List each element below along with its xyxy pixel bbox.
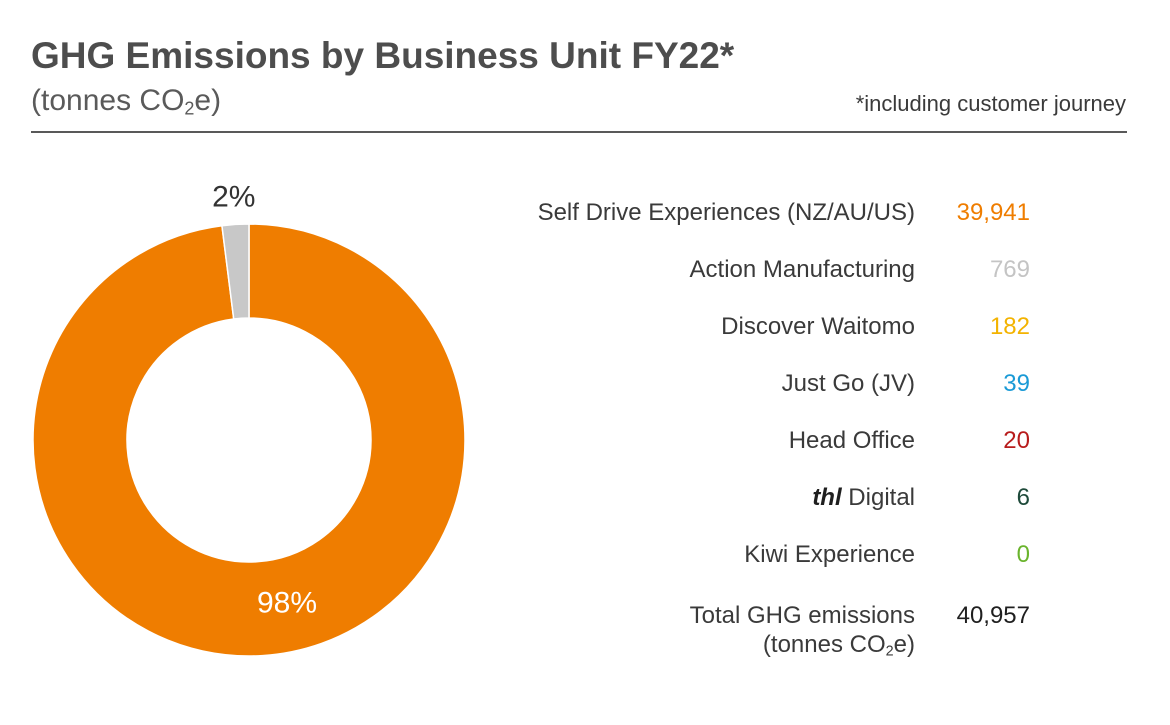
legend-name-suffix: Digital xyxy=(841,484,915,511)
legend-row-discover-waitomo: Discover Waitomo 182 xyxy=(440,307,1030,347)
donut-slice-0 xyxy=(32,223,466,657)
total-label-line1: Total GHG emissions xyxy=(689,602,915,629)
legend-row-self-drive: Self Drive Experiences (NZ/AU/US) 39,941 xyxy=(440,193,1030,233)
brand-thl: thl xyxy=(812,484,842,511)
total-label-line2: (tonnes CO2e) xyxy=(762,630,915,660)
legend-name: Kiwi Experience xyxy=(744,541,915,568)
legend-name: Discover Waitomo xyxy=(721,313,915,340)
legend-row-thl-digital: thl Digital 6 xyxy=(440,478,1030,518)
donut-slices xyxy=(32,223,466,657)
legend-value: 20 xyxy=(1003,427,1030,454)
total-label-prefix: (tonnes CO xyxy=(762,630,886,658)
header-divider xyxy=(31,131,1127,133)
legend-value: 769 xyxy=(989,256,1030,283)
legend-row-kiwi-experience: Kiwi Experience 0 xyxy=(440,535,1030,575)
legend-value: 39 xyxy=(1003,370,1030,397)
legend-row-action-manufacturing: Action Manufacturing 769 xyxy=(440,250,1030,290)
chart-title: GHG Emissions by Business Unit FY22* xyxy=(31,35,735,76)
donut-slice-label-0: 98% xyxy=(257,587,317,620)
legend-name: Action Manufacturing xyxy=(689,256,915,283)
legend-value: 39,941 xyxy=(956,199,1030,226)
legend-row-head-office: Head Office 20 xyxy=(440,421,1030,461)
donut-slice-1 xyxy=(221,223,250,320)
legend-row-just-go: Just Go (JV) 39 xyxy=(440,364,1030,404)
total-value: 40,957 xyxy=(956,602,1030,629)
total-label-suffix: e) xyxy=(893,630,915,658)
footnote: *including customer journey xyxy=(855,91,1126,116)
legend-value: 0 xyxy=(1016,541,1030,568)
donut-slice-labels: 98% 2% xyxy=(212,180,317,619)
legend-name: thl Digital xyxy=(812,484,915,512)
subtitle-suffix: e) xyxy=(194,84,222,117)
donut-chart: 98% 2% xyxy=(32,180,466,657)
legend-name: Just Go (JV) xyxy=(781,370,915,397)
legend-name: Head Office xyxy=(788,427,915,454)
legend-value: 6 xyxy=(1016,484,1030,511)
total-label: Total GHG emissions (tonnes CO2e) xyxy=(690,602,915,660)
total-label-subscript: 2 xyxy=(885,643,894,660)
subtitle-subscript: 2 xyxy=(184,98,195,119)
chart-subtitle: (tonnes CO2e) xyxy=(31,84,222,119)
legend-row-total: Total GHG emissions (tonnes CO2e) 40,957 xyxy=(440,602,1030,662)
subtitle-prefix: (tonnes CO xyxy=(31,84,185,117)
legend-name: Self Drive Experiences (NZ/AU/US) xyxy=(537,199,915,226)
legend-value: 182 xyxy=(989,313,1030,340)
donut-slice-label-1: 2% xyxy=(212,180,255,213)
